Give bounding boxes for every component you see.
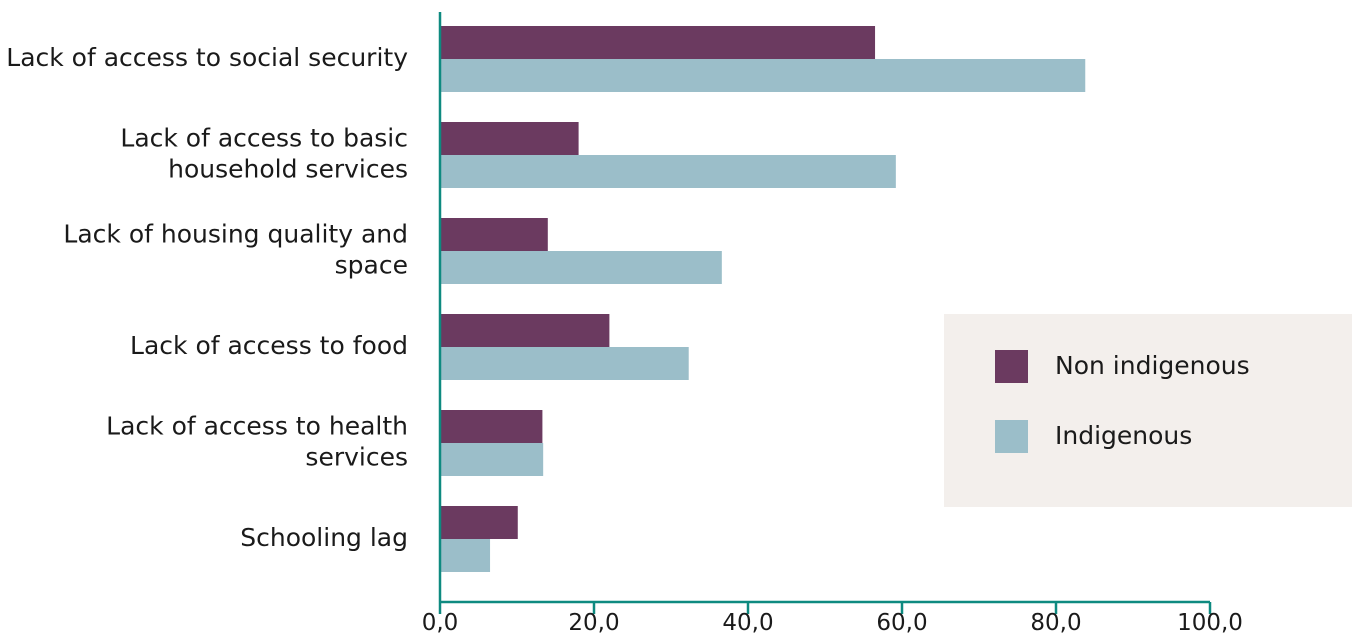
bar-non-indigenous-1 bbox=[440, 122, 579, 155]
bar-indigenous-3 bbox=[440, 347, 689, 380]
category-labels: Lack of access to social security Lack of… bbox=[6, 43, 408, 552]
legend-box bbox=[944, 314, 1352, 507]
category-label: Schooling lag bbox=[240, 523, 408, 552]
x-tick-label: 60,0 bbox=[876, 610, 927, 636]
bar-indigenous-2 bbox=[440, 251, 722, 284]
x-tick-label: 100,0 bbox=[1177, 610, 1243, 636]
category-label: Lack of access to basic bbox=[120, 124, 408, 153]
bar-non-indigenous-3 bbox=[440, 314, 610, 347]
category-label: Lack of access to food bbox=[130, 331, 408, 360]
x-tick-label: 0,0 bbox=[422, 610, 459, 636]
legend: Non indigenous Indigenous bbox=[944, 314, 1352, 507]
category-label: services bbox=[305, 443, 408, 472]
bar-non-indigenous-0 bbox=[440, 26, 876, 59]
legend-swatch bbox=[995, 350, 1028, 383]
bar-indigenous-1 bbox=[440, 155, 896, 188]
bar-non-indigenous-5 bbox=[440, 506, 518, 539]
bar-non-indigenous-4 bbox=[440, 410, 543, 443]
category-label: space bbox=[335, 251, 408, 280]
bar-indigenous-5 bbox=[440, 539, 491, 572]
x-tick-label: 40,0 bbox=[722, 610, 773, 636]
axes: 0,0 20,0 40,0 60,0 80,0 100,0 bbox=[422, 12, 1243, 636]
legend-swatch bbox=[995, 420, 1028, 453]
bar-non-indigenous-2 bbox=[440, 218, 548, 251]
x-tick-label: 20,0 bbox=[568, 610, 619, 636]
bar-indigenous-4 bbox=[440, 443, 544, 476]
bar-indigenous-0 bbox=[440, 59, 1086, 92]
legend-label: Non indigenous bbox=[1055, 351, 1250, 380]
category-label: Lack of access to health bbox=[106, 412, 408, 441]
bars-group bbox=[440, 26, 1086, 572]
category-label: household services bbox=[168, 155, 408, 184]
x-tick-label: 80,0 bbox=[1030, 610, 1081, 636]
category-label: Lack of access to social security bbox=[6, 43, 408, 72]
legend-label: Indigenous bbox=[1055, 421, 1192, 450]
category-label: Lack of housing quality and bbox=[63, 220, 408, 249]
